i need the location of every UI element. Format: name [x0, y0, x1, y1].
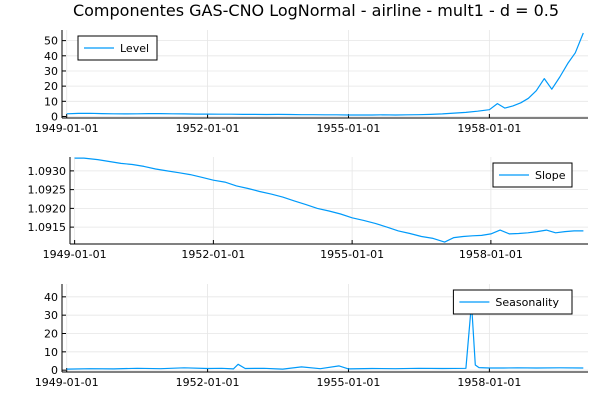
- seasonality-y-tick-label-3: 30: [44, 309, 58, 322]
- slope-panel: 1949-01-01 1952-01-01 1955-01-01 1958-01-01…: [28, 157, 588, 261]
- seasonality-series-line: [66, 302, 584, 370]
- level-x-tick-label-0: 1949-01-01: [35, 122, 99, 135]
- level-y-tick-label-4: 40: [44, 50, 58, 63]
- seasonality-y-tick-label-1: 10: [44, 346, 58, 359]
- seasonality-y-tick-label-4: 40: [44, 291, 58, 304]
- seasonality-x-tick-label-1: 1952-01-01: [176, 376, 240, 389]
- level-series-line: [66, 32, 584, 116]
- level-y-tick-label-1: 10: [44, 95, 58, 108]
- slope-y-tick-label-2: 1.0925: [28, 184, 67, 197]
- slope-y-tick-label-3: 1.0930: [28, 165, 67, 178]
- level-y-tick-label-5: 50: [44, 35, 58, 48]
- seasonality-legend: Seasonality: [452, 289, 573, 315]
- seasonality-panel: 1949-01-01 1952-01-01 1955-01-01 1958-01-01…: [35, 284, 588, 389]
- level-y-tick-label-3: 30: [44, 65, 58, 78]
- slope-legend-label: Slope: [535, 169, 566, 182]
- seasonality-legend-label: Seasonality: [495, 296, 559, 309]
- seasonality-x-tick-label-2: 1955-01-01: [317, 376, 381, 389]
- level-y-tick-label-2: 20: [44, 80, 58, 93]
- seasonality-x-tick-label-0: 1949-01-01: [35, 376, 99, 389]
- slope-x-tick-label-1: 1952-01-01: [181, 248, 245, 261]
- slope-x-tick-label-2: 1955-01-01: [320, 248, 384, 261]
- slope-x-tick-label-0: 1949-01-01: [43, 248, 107, 261]
- slope-series-line: [74, 157, 584, 243]
- level-y-tick-label-0: 0: [51, 110, 58, 123]
- seasonality-x-tick-label-3: 1958-01-01: [457, 376, 521, 389]
- chart-title: Componentes GAS-CNO LogNormal - airline …: [73, 1, 559, 20]
- seasonality-y-tick-label-2: 20: [44, 328, 58, 341]
- level-x-tick-label-2: 1955-01-01: [317, 122, 381, 135]
- slope-legend: Slope: [492, 162, 573, 188]
- slope-y-tick-label-0: 1.0915: [28, 221, 67, 234]
- level-legend-label: Level: [120, 42, 149, 55]
- slope-x-tick-label-3: 1958-01-01: [459, 248, 523, 261]
- level-legend: Level: [77, 35, 158, 61]
- slope-y-tick-label-1: 1.0920: [28, 202, 67, 215]
- level-panel: 1949-01-01 1952-01-01 1955-01-01 1958-01-01…: [35, 30, 588, 135]
- level-x-tick-label-1: 1952-01-01: [176, 122, 240, 135]
- seasonality-y-tick-label-0: 0: [51, 364, 58, 377]
- level-x-tick-label-3: 1958-01-01: [457, 122, 521, 135]
